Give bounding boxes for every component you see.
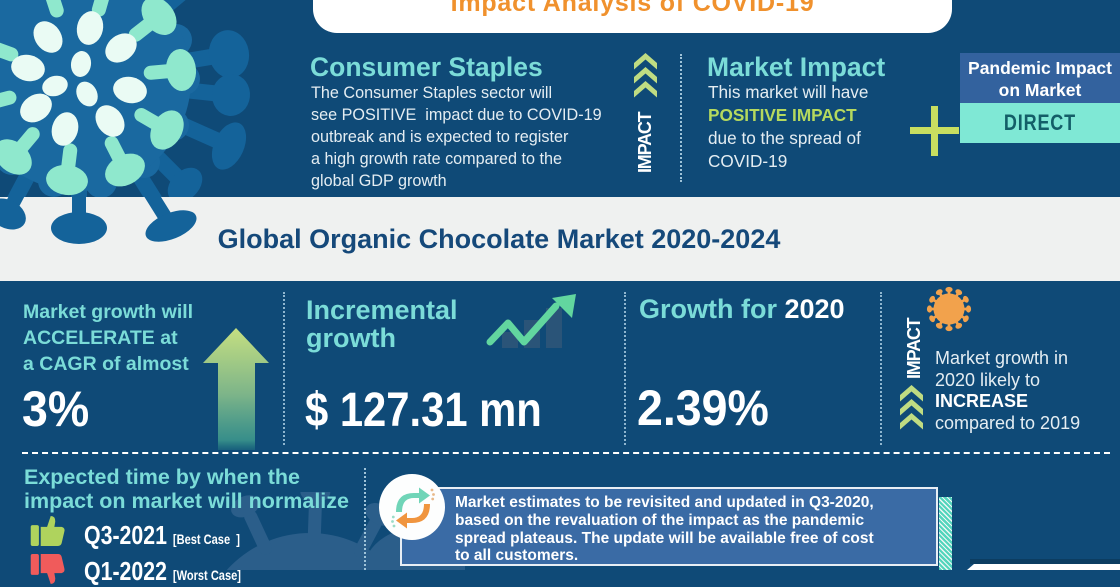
- svg-text:IMPACT: IMPACT: [635, 111, 655, 173]
- svg-text:IMPACT: IMPACT: [904, 317, 924, 379]
